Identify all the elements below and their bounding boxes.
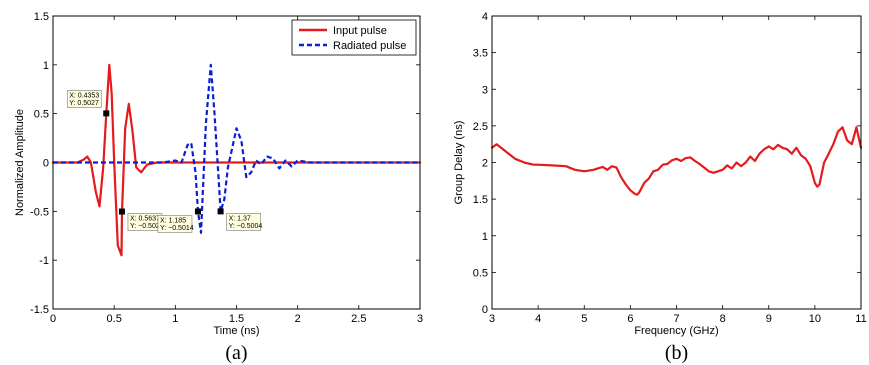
datatip-marker xyxy=(194,208,201,215)
chart-b: 3 4 5 6 7 8 9 10 11 0 0.5 1 1.5 2 2.5 3 3.5 4 Frequency (… xyxy=(453,11,867,364)
x-tick-label: 8 xyxy=(720,313,726,325)
chart-b-x-axis-label: Frequency (GHz) xyxy=(634,325,718,337)
x-tick-label: 6 xyxy=(627,313,633,325)
datatip-marker xyxy=(103,110,110,117)
chart-a-frame xyxy=(52,15,421,310)
x-tick-label: 7 xyxy=(673,313,679,325)
datatip-x-label: X: 0.5637 xyxy=(130,216,160,223)
legend-label-input-pulse: Input pulse xyxy=(333,25,387,37)
x-tick-label: 2.5 xyxy=(351,313,366,325)
chart-b-caption: (b) xyxy=(665,342,688,364)
datatip-y-label: Y: 0.5027 xyxy=(69,100,99,107)
chart-a-y-axis-label: Normalized Amplitude xyxy=(14,109,26,216)
y-tick-label: 4 xyxy=(482,11,488,23)
x-tick-label: 1 xyxy=(172,313,178,325)
x-tick-label: 11 xyxy=(855,313,866,325)
datatip-y-label: Y: −0.5004 xyxy=(229,223,263,230)
x-tick-label: 3 xyxy=(489,313,495,325)
datatip-box xyxy=(226,213,261,231)
chart-a-series xyxy=(51,63,422,257)
chart-b-frame xyxy=(491,15,862,310)
series-line-1 xyxy=(51,63,422,257)
y-tick-label: 1.5 xyxy=(34,11,49,23)
x-tick-label: 0 xyxy=(50,313,56,325)
datatip-marker xyxy=(118,208,125,215)
y-tick-label: 3 xyxy=(482,84,488,96)
datatip-x-label: X: 1.37 xyxy=(229,215,251,222)
chart-a-x-axis-label: Time (ns) xyxy=(213,325,259,337)
datatip-box xyxy=(66,90,102,108)
series-line-2 xyxy=(53,63,420,234)
x-tick-label: 1.5 xyxy=(229,313,244,325)
datatip-y-label: Y: −0.5014 xyxy=(160,225,194,232)
x-tick-label: 2 xyxy=(295,313,301,325)
chart-a-legend: Input pulse Radiated pulse xyxy=(291,19,417,56)
y-tick-label: 0 xyxy=(43,158,49,170)
datatip-marker xyxy=(217,208,224,215)
datatip-box xyxy=(157,215,193,233)
y-tick-label: -1 xyxy=(39,255,49,267)
datatip-x-label: X: 0.4353 xyxy=(69,92,99,99)
chart-b-y-axis-label: Group Delay (ns) xyxy=(453,121,465,205)
y-tick-label: 1 xyxy=(43,60,49,72)
series-line-1 xyxy=(490,126,863,196)
y-tick-label: -1.5 xyxy=(30,304,49,316)
datatip-x-label: X: 1.185 xyxy=(160,217,186,224)
y-tick-label: 0.5 xyxy=(473,267,488,279)
chart-b-series xyxy=(490,126,863,196)
y-tick-label: -0.5 xyxy=(30,206,49,218)
chart-a-caption: (a) xyxy=(225,342,247,364)
x-tick-label: 5 xyxy=(581,313,587,325)
chart-a-ticks: 0 0.5 1 1.5 2 2.5 3 -1.5 -1 -0.5 0 0.5 1 1.5 xyxy=(30,11,423,325)
y-tick-label: 1 xyxy=(482,231,488,243)
datatip-y-label: Y: −0.5021 xyxy=(130,223,164,230)
y-tick-label: 3.5 xyxy=(473,48,488,60)
x-tick-label: 0.5 xyxy=(107,313,122,325)
y-tick-label: 1.5 xyxy=(473,194,488,206)
chart-a: 0 0.5 1 1.5 2 2.5 3 -1.5 -1 -0.5 0 0.5 1 1.5 X: 0.435… xyxy=(14,11,423,364)
y-tick-label: 0 xyxy=(482,304,488,316)
chart-b-plot-area xyxy=(492,16,861,309)
x-tick-label: 4 xyxy=(535,313,541,325)
y-tick-label: 2 xyxy=(482,158,488,170)
legend-label-radiated-pulse: Radiated pulse xyxy=(333,40,406,52)
legend-box xyxy=(291,19,417,56)
y-tick-label: 2.5 xyxy=(473,121,488,133)
y-tick-label: 0.5 xyxy=(34,109,49,121)
chart-b-ticks: 3 4 5 6 7 8 9 10 11 0 0.5 1 1.5 2 2.5 3 3.5 4 xyxy=(473,11,867,325)
x-tick-label: 9 xyxy=(766,313,772,325)
x-tick-label: 3 xyxy=(417,313,423,325)
x-tick-label: 10 xyxy=(809,313,821,325)
